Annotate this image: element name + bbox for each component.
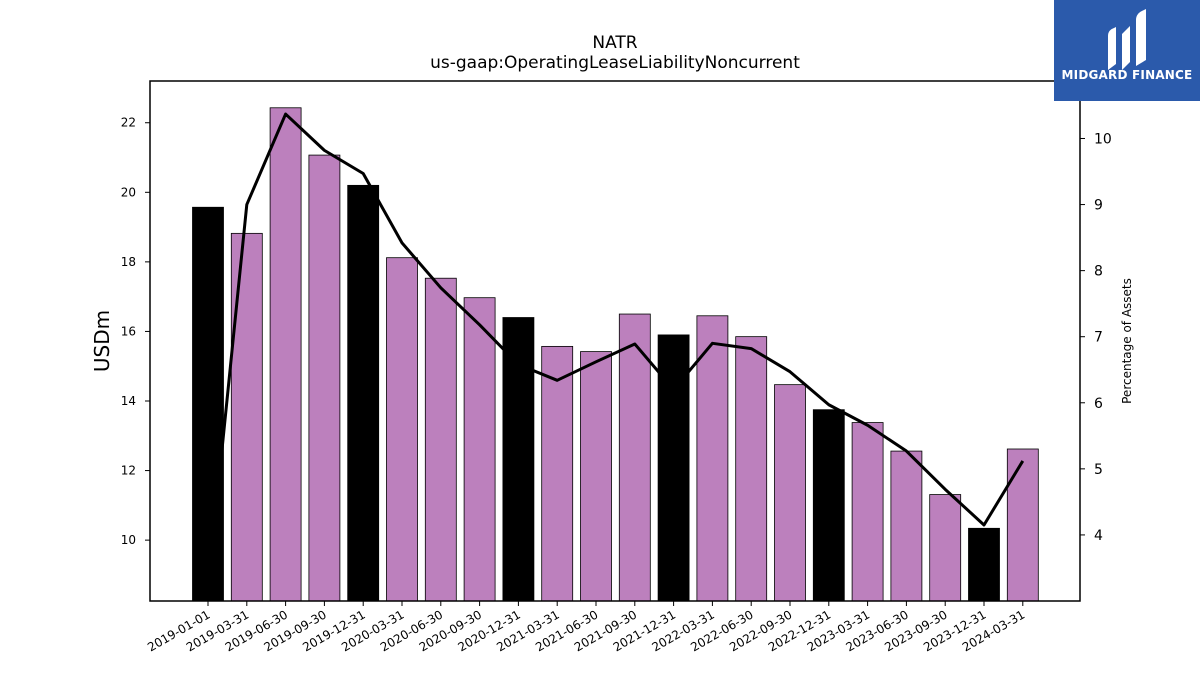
y-tick-label: 16 <box>121 324 136 338</box>
plot-frame <box>149 80 1081 602</box>
bar <box>618 313 651 602</box>
bar <box>774 384 806 602</box>
bar <box>424 277 457 602</box>
bar <box>890 450 923 602</box>
bar <box>929 494 962 602</box>
bar <box>1006 448 1039 602</box>
bar <box>386 257 418 602</box>
bar <box>735 336 768 602</box>
y2-tick-label: 7 <box>1094 330 1103 346</box>
bar <box>230 232 263 602</box>
y-tick-label: 22 <box>121 116 136 130</box>
y2-tick-label: 9 <box>1094 198 1103 214</box>
y-tick-label: 18 <box>121 255 136 269</box>
chart-title: NATR <box>592 33 637 53</box>
bar <box>192 206 224 602</box>
y2-axis-label: Percentage of Assets <box>1120 278 1134 404</box>
y2-tick-label: 6 <box>1094 396 1103 412</box>
bar <box>580 351 612 602</box>
logo-mark-icon <box>1108 9 1146 70</box>
bar <box>269 107 302 602</box>
bar <box>308 154 341 602</box>
axes: 10121416182022456789102019-01-012019-03-… <box>121 80 1112 654</box>
bar <box>696 315 729 602</box>
bar <box>812 409 845 602</box>
bar <box>502 317 535 602</box>
y-tick-label: 10 <box>121 533 136 547</box>
brand-logo: MIDGARD FINANCE <box>1054 0 1200 101</box>
y2-tick-label: 5 <box>1094 462 1103 478</box>
bar <box>851 422 884 602</box>
series-line <box>206 112 1025 588</box>
y-tick-label: 20 <box>121 185 136 199</box>
bar <box>541 345 574 602</box>
line-series <box>206 112 1025 588</box>
y-tick-label: 12 <box>121 464 136 478</box>
y2-tick-label: 4 <box>1094 528 1103 544</box>
bar <box>968 527 1000 602</box>
bar-series <box>192 107 1039 602</box>
y-axis-label: USDm <box>90 310 114 372</box>
logo-text: MIDGARD FINANCE <box>1061 68 1193 82</box>
bar <box>347 184 380 602</box>
y2-tick-label: 10 <box>1094 131 1112 147</box>
bar <box>463 297 496 602</box>
y2-tick-label: 8 <box>1094 264 1103 280</box>
y-tick-label: 14 <box>121 394 136 408</box>
chart-subtitle: us-gaap:OperatingLeaseLiabilityNoncurren… <box>430 53 800 73</box>
